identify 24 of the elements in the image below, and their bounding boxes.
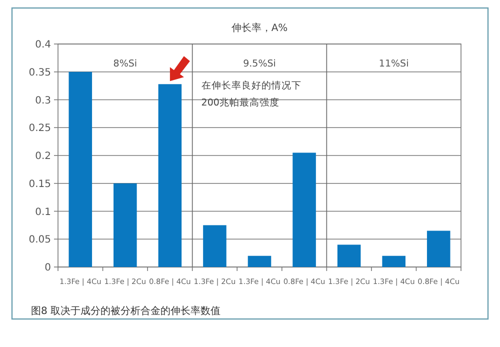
bar bbox=[292, 152, 316, 267]
y-tick-label: 0.05 bbox=[28, 234, 51, 246]
bar bbox=[68, 72, 92, 267]
bar bbox=[158, 84, 182, 267]
y-tick-label: 0.2 bbox=[35, 151, 51, 162]
annotation: 11%Si bbox=[378, 58, 409, 70]
bar bbox=[426, 230, 450, 267]
annotation: 8%Si bbox=[113, 58, 138, 70]
chart-title: 伸长率，A% bbox=[231, 22, 288, 34]
y-tick-label: 0.35 bbox=[28, 67, 51, 78]
y-tick-label: 0.25 bbox=[28, 123, 51, 134]
caption: 图8 取决于成分的被分析合金的伸长率数值 bbox=[31, 305, 221, 317]
y-tick-label: 0 bbox=[44, 262, 51, 274]
y-tick-label: 0.3 bbox=[35, 95, 51, 106]
bar bbox=[382, 256, 406, 267]
bar bbox=[203, 225, 226, 267]
y-tick-label: 0.1 bbox=[35, 206, 51, 218]
y-tick-label: 0.15 bbox=[28, 178, 51, 190]
bar bbox=[248, 256, 272, 267]
annotation: 9.5%Si bbox=[243, 58, 276, 70]
bar bbox=[114, 183, 137, 267]
annotation: 在伸长率良好的情况下 200兆帕最高强度 bbox=[201, 80, 302, 109]
y-tick-label: 0.4 bbox=[35, 40, 51, 50]
bar bbox=[337, 244, 361, 267]
